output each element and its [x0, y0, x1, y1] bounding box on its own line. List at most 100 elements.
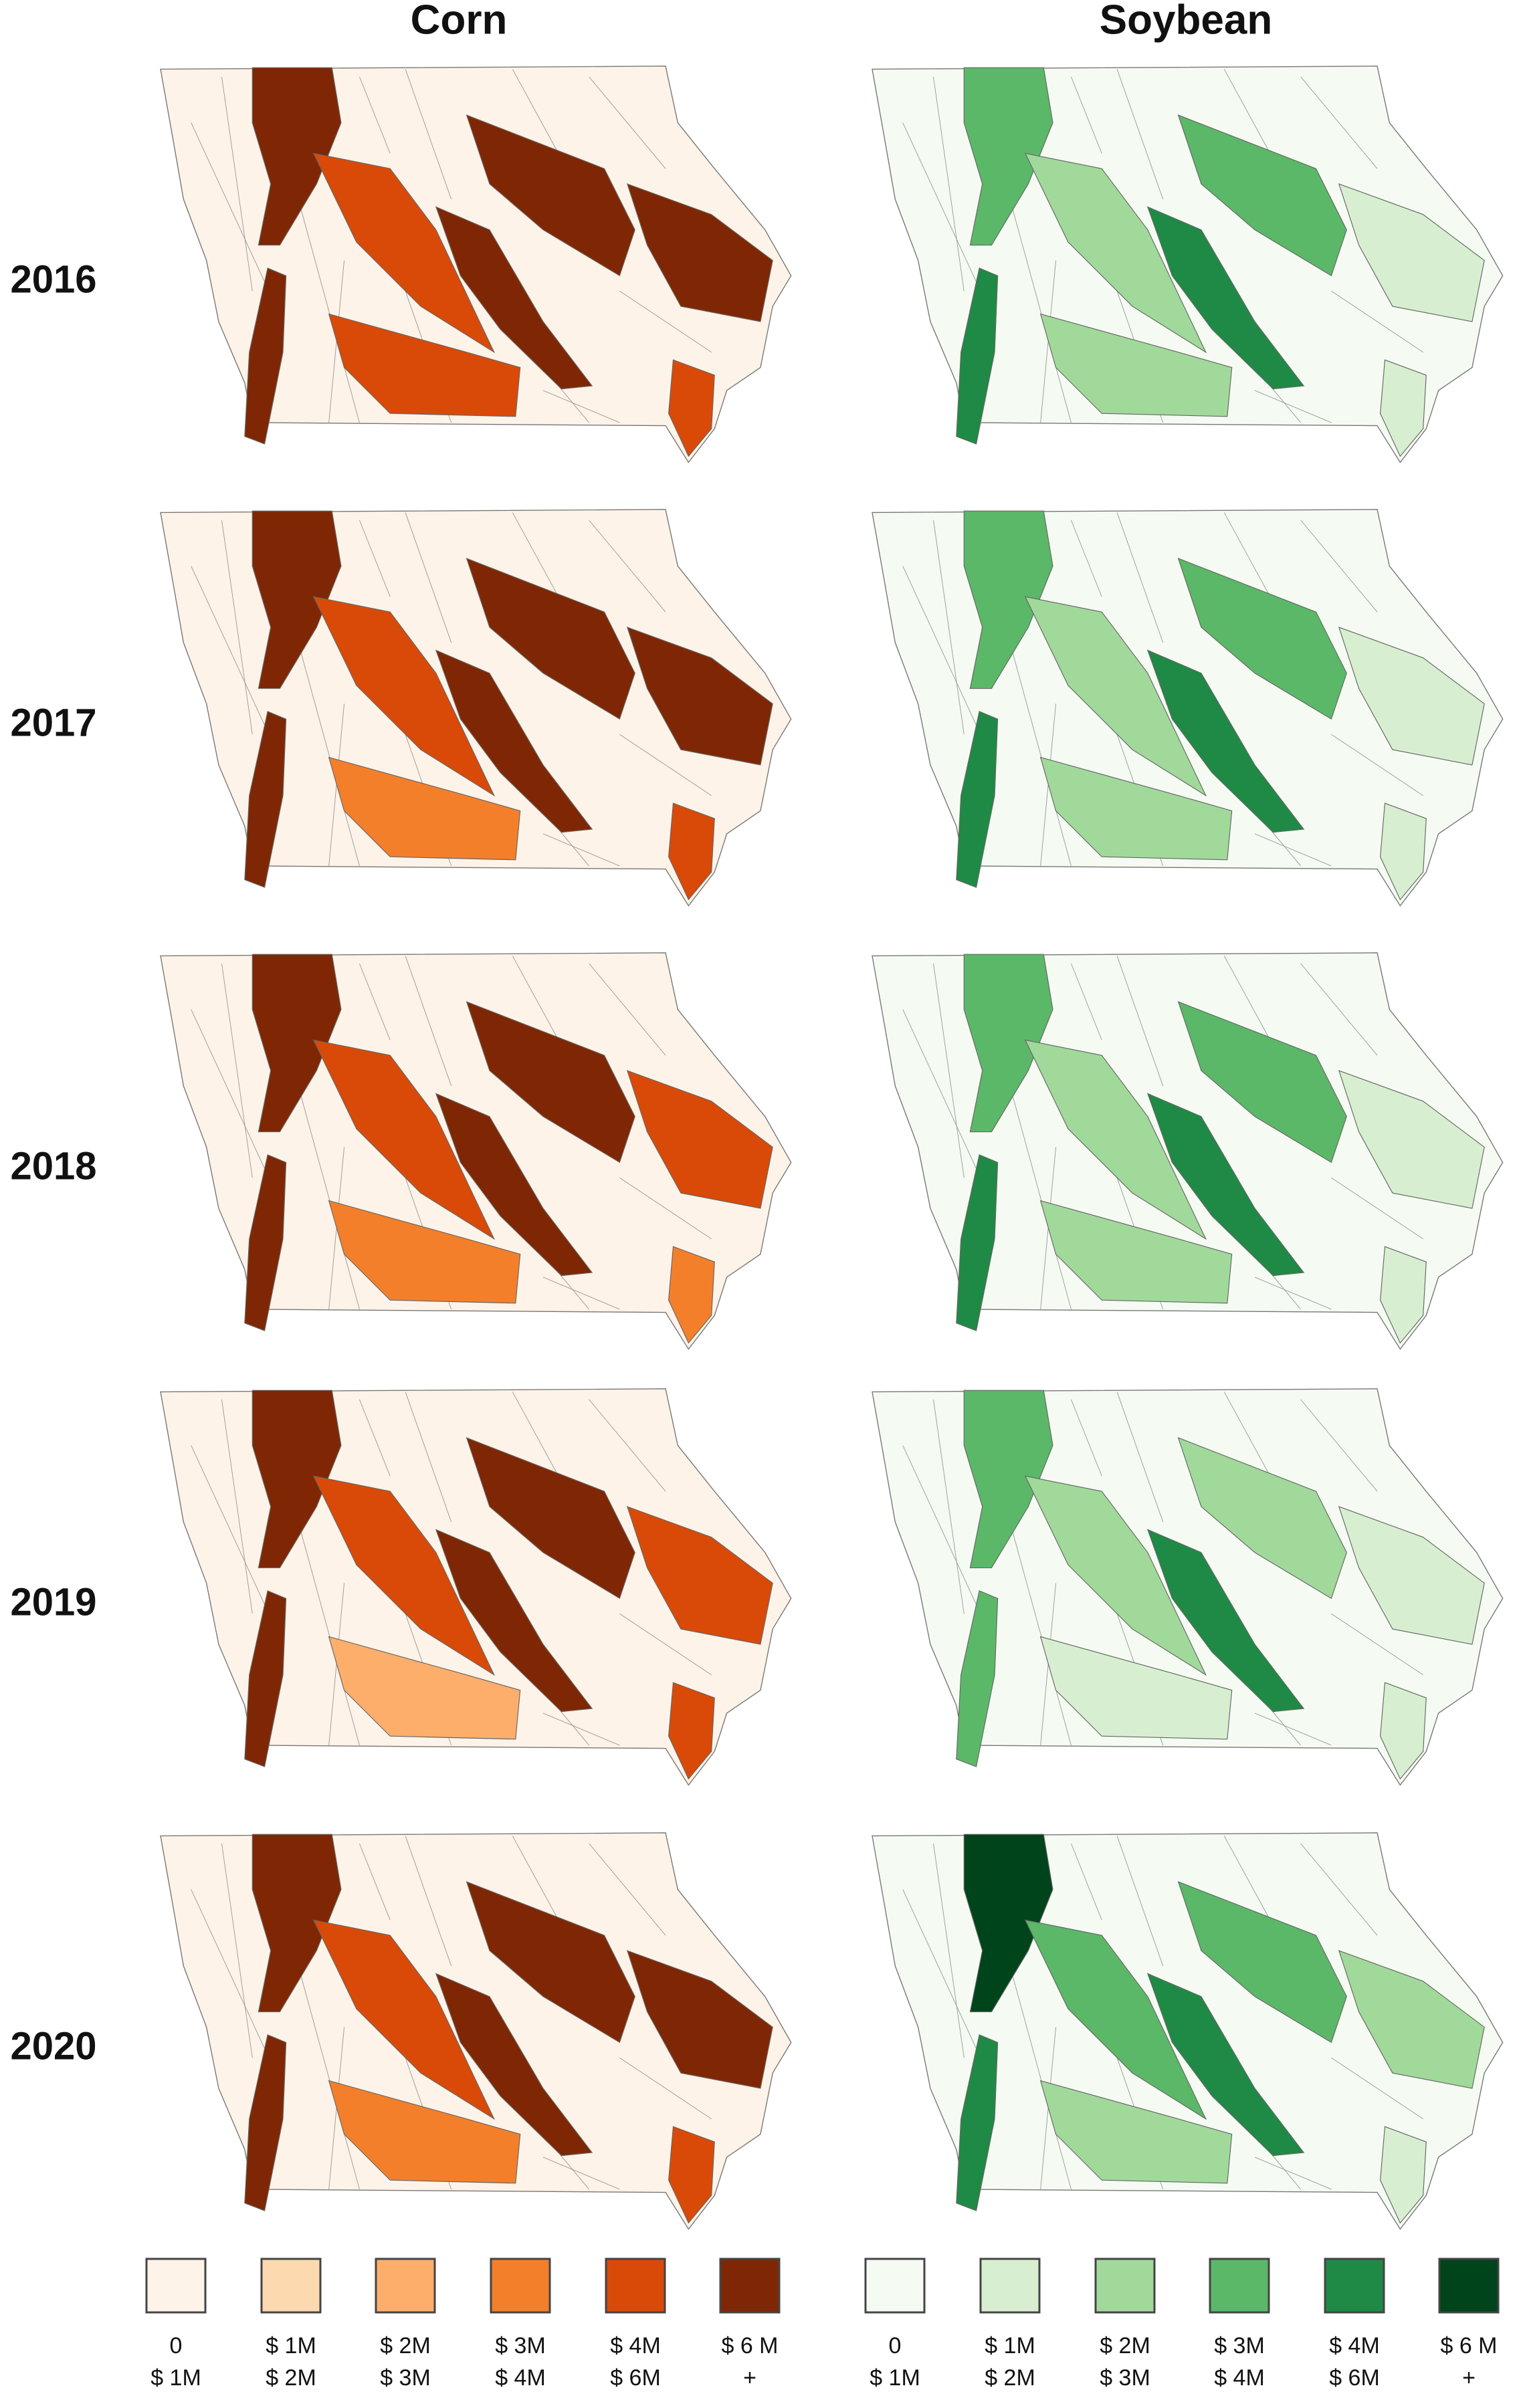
legend-swatch [1438, 2258, 1500, 2314]
watershed [668, 1246, 715, 1344]
legend-label: $ 6 M [721, 2333, 778, 2359]
watershed [1177, 558, 1347, 720]
watershed [244, 1590, 287, 1767]
watershed-boundary [589, 76, 666, 169]
watershed-boundary [1223, 1392, 1271, 1476]
legend-label: $ 2M [1100, 2333, 1150, 2359]
watershed [1039, 756, 1233, 861]
watershed-boundary [589, 1399, 666, 1492]
watershed [1380, 2126, 1427, 2224]
watershed-boundary [1331, 2057, 1423, 2120]
watershed [626, 1950, 773, 2089]
watershed [1024, 1475, 1207, 1676]
watershed-boundary [1300, 1843, 1378, 1936]
watershed-boundary [1254, 833, 1332, 867]
watershed [626, 1070, 773, 1209]
legend-label: $ 6 M [1440, 2333, 1497, 2359]
watershed-boundary [221, 1843, 253, 2058]
watershed [1338, 183, 1485, 322]
watershed-boundary [619, 1613, 712, 1676]
watershed [668, 359, 715, 457]
watershed [435, 1973, 593, 2157]
watershed-boundary [589, 1843, 666, 1936]
watershed [963, 510, 1053, 689]
watershed-boundary [1300, 76, 1378, 169]
watershed-boundary [542, 1277, 620, 1310]
watershed-boundary [1331, 290, 1423, 353]
watershed-boundary [359, 1843, 391, 1921]
watershed [435, 649, 593, 833]
watershed-boundary [1071, 520, 1102, 597]
legend-swatch [1209, 2258, 1270, 2314]
watershed-boundary [359, 520, 391, 597]
legend-swatch [260, 2258, 322, 2314]
legend-label: $ 4M [1329, 2333, 1380, 2359]
legend-label: $ 6M [610, 2365, 661, 2391]
watershed-boundary [933, 1399, 965, 1614]
legend-label: $ 4M [495, 2365, 546, 2391]
watershed-boundary [512, 956, 559, 1041]
watershed [435, 1093, 593, 1277]
watershed [312, 1039, 496, 1240]
watershed [1024, 596, 1207, 797]
watershed [626, 183, 773, 322]
watershed [312, 152, 496, 354]
watershed-boundary [298, 642, 360, 867]
watershed-boundary [1331, 1613, 1423, 1676]
legend-label: $ 3M [1100, 2365, 1150, 2391]
watershed-boundary [1009, 1965, 1072, 2190]
watershed-boundary [221, 520, 253, 735]
legend-label: $ 4M [1214, 2365, 1265, 2391]
watershed-boundary [1071, 1843, 1102, 1921]
watershed-boundary [1116, 1836, 1164, 1967]
legend-label: $ 1M [150, 2365, 201, 2391]
map [872, 66, 1504, 463]
watershed-boundary [405, 1836, 452, 1967]
watershed [963, 1834, 1053, 2013]
watershed-boundary [1331, 1177, 1423, 1240]
watershed-boundary [405, 69, 452, 200]
watershed [328, 313, 521, 417]
legend-swatch [1324, 2258, 1385, 2314]
watershed-boundary [1223, 512, 1271, 597]
watershed [466, 1001, 635, 1164]
watershed [466, 1881, 635, 2044]
watershed [244, 711, 287, 888]
legend-swatch [605, 2258, 666, 2314]
watershed-boundary [1223, 69, 1271, 154]
watershed [963, 954, 1053, 1133]
watershed [1338, 627, 1485, 766]
watershed-boundary [298, 1521, 360, 1746]
watershed-boundary [1009, 1521, 1072, 1746]
watershed-boundary [619, 1177, 712, 1240]
map [872, 509, 1504, 907]
watershed-boundary [1300, 1399, 1378, 1492]
watershed [244, 267, 287, 445]
watershed-boundary [1116, 1392, 1164, 1523]
year-label: 2018 [10, 1144, 96, 1188]
watershed-boundary [221, 1399, 253, 1614]
legend-label: $ 1M [985, 2333, 1035, 2359]
column-title: Corn [411, 0, 508, 43]
watershed [1338, 1506, 1485, 1645]
watershed-boundary [589, 520, 666, 613]
watershed [956, 711, 999, 888]
watershed-boundary [1071, 76, 1102, 154]
watershed-boundary [1116, 69, 1164, 200]
watershed [244, 2034, 287, 2211]
legend-label: $ 2M [985, 2365, 1035, 2391]
watershed [668, 802, 715, 901]
watershed [312, 1475, 496, 1676]
watershed-boundary [1223, 956, 1271, 1041]
watershed [956, 1590, 999, 1767]
watershed-boundary [1331, 734, 1423, 796]
watershed [1177, 1001, 1347, 1164]
map [160, 509, 792, 907]
watershed-boundary [619, 734, 712, 796]
legend-label: $ 3M [1214, 2333, 1265, 2359]
watershed [1146, 1529, 1305, 1713]
watershed-boundary [512, 1836, 559, 1921]
watershed-boundary [1116, 956, 1164, 1087]
watershed [244, 1154, 287, 1331]
watershed-boundary [359, 76, 391, 154]
